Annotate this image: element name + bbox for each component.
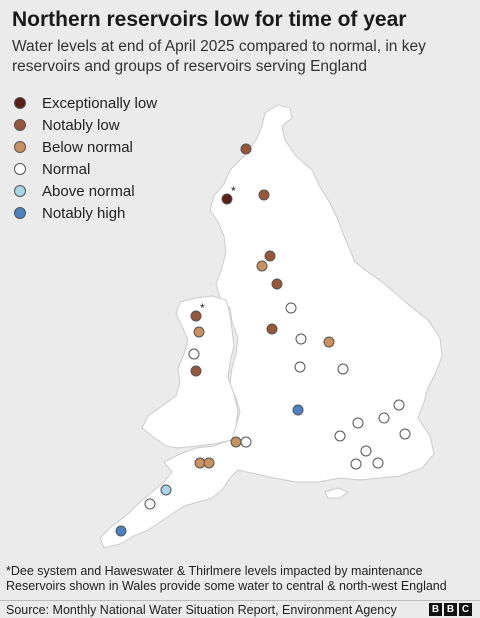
reservoir-marker-normal <box>399 428 411 440</box>
legend-label: Notably low <box>42 116 120 134</box>
reservoir-marker-below-normal <box>256 260 268 272</box>
footnote: *Dee system and Haweswater & Thirlmere l… <box>6 564 447 594</box>
footer-divider <box>0 600 480 601</box>
reservoir-marker-normal <box>294 361 306 373</box>
bbc-logo-block: B <box>429 603 442 616</box>
legend-swatch <box>14 141 26 153</box>
asterisk-dee: * <box>200 301 205 315</box>
reservoir-marker-notably-low <box>264 250 276 262</box>
legend-swatch <box>14 207 26 219</box>
reservoir-marker-below-normal <box>230 436 242 448</box>
legend-swatch <box>14 163 26 175</box>
legend-swatch <box>14 185 26 197</box>
legend: Exceptionally low Notably low Below norm… <box>14 92 157 224</box>
reservoir-marker-below-normal <box>203 457 215 469</box>
reservoir-marker-notably-low <box>240 143 252 155</box>
bbc-logo-block: C <box>459 603 472 616</box>
reservoir-marker-normal <box>393 399 405 411</box>
legend-label: Normal <box>42 160 91 178</box>
reservoir-marker-normal <box>144 498 156 510</box>
reservoir-marker-notably-high <box>115 525 127 537</box>
reservoir-marker-exceptionally-low <box>221 193 233 205</box>
legend-item-notably-high: Notably high <box>14 202 157 224</box>
reservoir-marker-notably-low <box>266 323 278 335</box>
reservoir-marker-normal <box>337 363 349 375</box>
footnote-line-1: *Dee system and Haweswater & Thirlmere l… <box>6 564 423 578</box>
reservoir-marker-notably-low <box>190 365 202 377</box>
legend-label: Below normal <box>42 138 133 156</box>
reservoir-marker-notably-low <box>258 189 270 201</box>
chart-subtitle: Water levels at end of April 2025 compar… <box>12 38 426 75</box>
reservoir-marker-normal <box>360 445 372 457</box>
reservoir-marker-normal <box>295 333 307 345</box>
legend-label: Exceptionally low <box>42 94 158 112</box>
reservoir-marker-below-normal <box>323 336 335 348</box>
source-credit: Source: Monthly National Water Situation… <box>6 603 397 617</box>
reservoir-marker-normal <box>350 458 362 470</box>
chart-title: Northern reservoirs low for time of year <box>12 8 407 31</box>
legend-swatch <box>14 119 26 131</box>
reservoir-markers <box>115 143 411 537</box>
reservoir-marker-normal <box>240 436 252 448</box>
reservoir-marker-below-normal <box>193 326 205 338</box>
reservoir-marker-notably-low <box>190 310 202 322</box>
legend-swatch <box>14 97 26 109</box>
bbc-logo: B B C <box>429 603 472 616</box>
legend-item-notably-low: Notably low <box>14 114 157 136</box>
reservoir-marker-normal <box>372 457 384 469</box>
reservoir-marker-normal <box>352 417 364 429</box>
legend-item-exceptionally-low: Exceptionally low <box>14 92 157 114</box>
reservoir-marker-normal <box>334 430 346 442</box>
legend-label: Notably high <box>42 204 126 222</box>
reservoir-marker-normal <box>378 412 390 424</box>
legend-item-below-normal: Below normal <box>14 136 157 158</box>
reservoir-marker-normal <box>285 302 297 314</box>
footnote-line-2: Reservoirs shown in Wales provide some w… <box>6 579 447 593</box>
isle-of-wight <box>324 487 350 499</box>
legend-label: Above normal <box>42 182 135 200</box>
reservoir-marker-notably-low <box>271 278 283 290</box>
reservoir-marker-notably-high <box>292 404 304 416</box>
asterisk-haweswater: * <box>231 184 236 198</box>
legend-item-above-normal: Above normal <box>14 180 157 202</box>
legend-item-normal: Normal <box>14 158 157 180</box>
bbc-logo-block: B <box>444 603 457 616</box>
reservoir-marker-above-normal <box>160 484 172 496</box>
wales-landmass <box>141 295 239 449</box>
reservoir-marker-normal <box>188 348 200 360</box>
